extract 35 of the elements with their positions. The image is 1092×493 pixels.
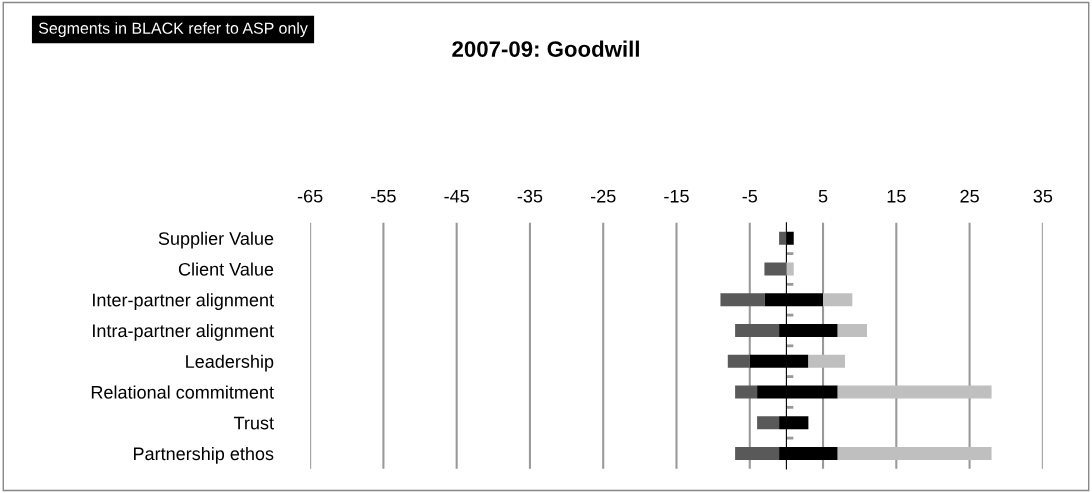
y-tick-label: Client Value [178,262,274,276]
y-tick-label: Intra-partner alignment [93,323,274,341]
x-tick-label: -5 [742,190,758,203]
x-tick-label: -15 [664,190,689,203]
y-tick-label: Supplier Value [158,231,274,249]
bar [837,324,867,337]
x-tick-label: -65 [297,189,323,203]
y-tick-label: Partnership ethos [133,446,274,464]
bar [808,354,846,368]
x-tick-label: -35 [517,189,543,203]
bar [727,354,750,368]
bar [735,447,780,460]
bar [823,293,853,307]
x-tick-label: -55 [371,190,396,203]
bar [735,385,758,399]
y-tick-label: Trust [233,416,274,430]
bar [837,447,992,460]
x-tick-label: 35 [1033,189,1053,203]
x-tick-label: -25 [590,189,616,203]
y-tick-label: Inter-partner alignment [93,293,274,310]
x-tick-label: 15 [887,190,906,203]
bar [779,231,787,245]
bar [757,416,780,430]
y-tick-label: Leadership [186,354,274,372]
bar [786,262,794,276]
bar [837,385,992,399]
bar [720,293,765,307]
x-tick-label: 25 [960,189,979,203]
bar [764,262,787,276]
bar [735,324,780,337]
x-tick-label: 5 [818,190,828,203]
chart-title: 2007-09: Goodwill [452,40,639,57]
text: Segments in BLACK refer to ASP only [38,22,308,38]
y-tick-label: Relational commitment [91,385,274,399]
x-tick-label: -45 [444,190,469,203]
